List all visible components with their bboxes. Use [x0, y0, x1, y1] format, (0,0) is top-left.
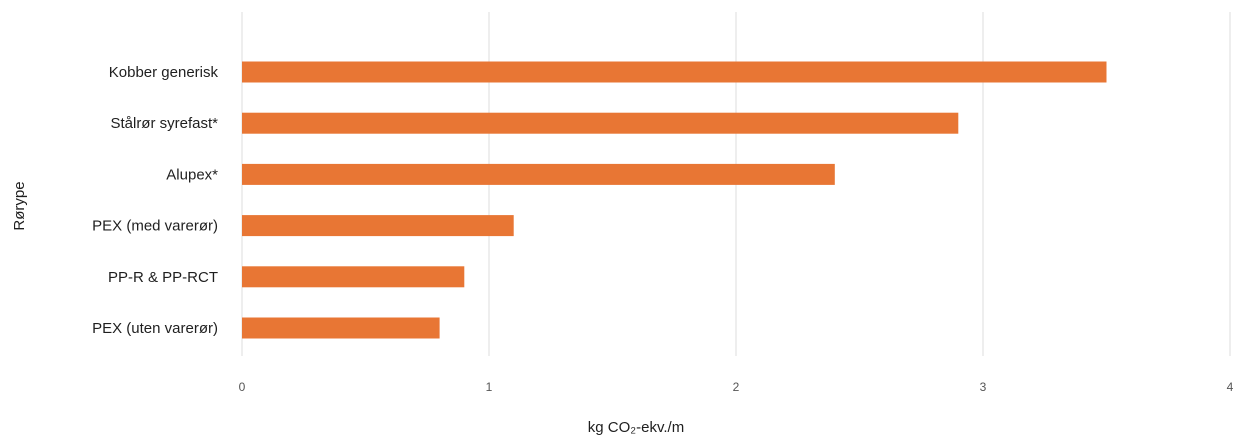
x-tick-label: 2: [733, 380, 740, 394]
bar: [242, 266, 465, 288]
bar: [242, 61, 1107, 83]
category-labels: Kobber generisk Stålrør syrefast* Alupex* P…: [92, 64, 218, 337]
category-label: PEX (uten varerør): [92, 320, 218, 337]
x-axis-title: kg CO₂-ekv./m: [588, 419, 684, 436]
x-tick-label: 3: [980, 380, 987, 394]
category-label: Alupex*: [166, 166, 218, 183]
x-tick-label: 4: [1227, 380, 1234, 394]
y-axis-title: Rørype: [11, 181, 28, 230]
category-label: Kobber generisk: [109, 64, 219, 81]
x-tick-label: 0: [239, 380, 246, 394]
category-label: PEX (med varerør): [92, 218, 218, 235]
x-tick-label: 1: [486, 380, 493, 394]
bars: [242, 61, 1107, 339]
bar: [242, 215, 514, 237]
category-label: PP-R & PP-RCT: [108, 269, 218, 286]
bar: [242, 163, 835, 185]
x-tick-labels: 0 1 2 3 4: [239, 380, 1234, 394]
bar: [242, 317, 440, 339]
bar: [242, 112, 959, 134]
category-label: Stålrør syrefast*: [110, 115, 218, 132]
